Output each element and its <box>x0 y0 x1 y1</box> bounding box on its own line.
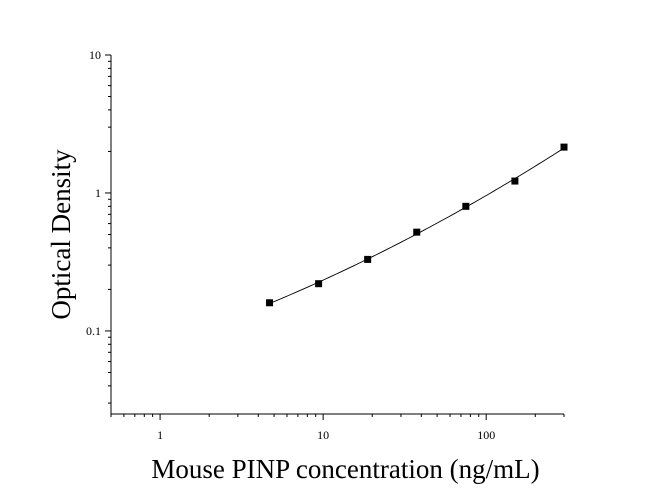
data-point <box>511 177 519 185</box>
data-point <box>462 202 470 210</box>
data-point <box>560 143 568 151</box>
ticks: 0.1 1 10 1 10 100 <box>86 48 565 442</box>
x-axis-title: Mouse PINP concentration (ng/mL) <box>151 454 539 484</box>
fit-curve <box>269 147 565 304</box>
data-points <box>266 143 568 307</box>
data-point <box>315 280 323 288</box>
fit-curve-group <box>269 147 565 304</box>
y-tick-label: 10 <box>89 48 101 62</box>
y-axis-title: Optical Density <box>46 149 76 320</box>
data-point <box>266 299 274 307</box>
data-point <box>364 255 372 263</box>
y-tick-label: 1 <box>95 186 101 200</box>
x-tick-label: 100 <box>477 428 495 442</box>
y-tick-label: 0.1 <box>86 324 101 338</box>
x-tick-label: 10 <box>317 428 329 442</box>
x-tick-label: 1 <box>157 428 163 442</box>
data-point <box>413 228 421 236</box>
axes <box>110 55 564 415</box>
